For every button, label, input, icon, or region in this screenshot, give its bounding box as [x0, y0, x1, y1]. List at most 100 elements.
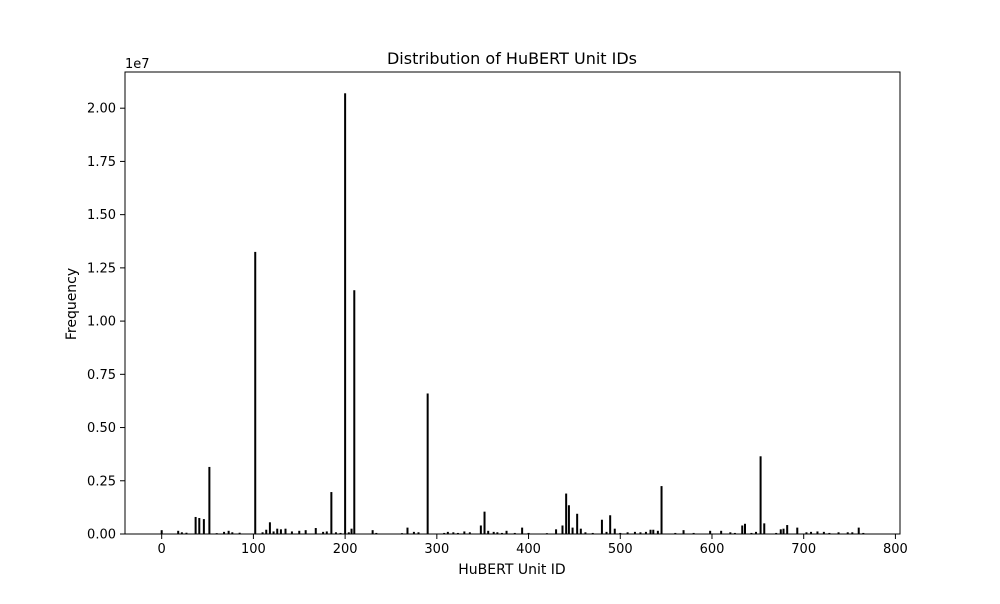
bar: [584, 532, 587, 534]
y-tick-label: 0.75: [87, 368, 116, 383]
bar: [350, 528, 353, 534]
bar: [479, 525, 482, 534]
x-tick-label: 0: [158, 542, 166, 557]
bar: [290, 531, 293, 534]
bar: [231, 532, 234, 534]
bar: [576, 513, 579, 534]
bar: [656, 530, 659, 534]
bar: [862, 532, 865, 534]
bar: [456, 532, 459, 534]
bar: [334, 532, 337, 534]
bar: [325, 531, 328, 534]
x-tick-label: 100: [241, 542, 266, 557]
bar: [649, 529, 652, 534]
bar: [238, 532, 241, 534]
bar: [284, 528, 287, 534]
y-tick-label: 1.50: [87, 208, 116, 223]
bar: [837, 532, 840, 534]
bar: [276, 528, 279, 534]
bar: [613, 528, 616, 534]
bar: [571, 527, 574, 534]
bar: [639, 532, 642, 534]
bar: [619, 532, 622, 534]
bar: [194, 516, 197, 534]
bar: [272, 531, 275, 534]
bar: [709, 530, 712, 534]
bar: [779, 529, 782, 534]
bar: [330, 492, 333, 534]
bar: [682, 530, 685, 534]
bar: [644, 531, 647, 534]
bar: [521, 527, 524, 534]
bar: [733, 532, 736, 534]
bar: [763, 523, 766, 534]
bar: [314, 528, 317, 534]
bar: [796, 527, 799, 534]
x-tick-label: 500: [608, 542, 633, 557]
bar: [452, 532, 455, 534]
bar: [412, 531, 415, 534]
bar: [265, 529, 268, 534]
y-tick-label: 2.00: [87, 102, 116, 117]
bar: [500, 532, 503, 534]
bar: [180, 532, 183, 534]
bar: [609, 515, 612, 534]
bar: [591, 532, 594, 534]
bar: [371, 530, 374, 534]
y-axis-scale-label: 1e7: [125, 57, 150, 72]
bar: [652, 529, 655, 534]
bar: [846, 532, 849, 534]
bar: [443, 532, 446, 534]
bar: [692, 532, 695, 534]
bar: [741, 525, 744, 534]
bar: [254, 251, 257, 534]
y-tick-label: 0.00: [87, 528, 116, 543]
bar: [810, 531, 813, 534]
bar: [304, 530, 307, 534]
x-tick-label: 600: [700, 542, 725, 557]
bar: [555, 529, 558, 534]
bar: [344, 93, 347, 535]
bar: [579, 528, 582, 534]
bar: [600, 519, 603, 534]
bar: [160, 530, 163, 534]
bar: [720, 530, 723, 534]
bar: [822, 531, 825, 534]
bar: [505, 530, 508, 534]
y-tick-label: 0.50: [87, 421, 116, 436]
x-tick-label: 700: [791, 542, 816, 557]
bar: [786, 525, 789, 534]
bar: [279, 529, 282, 534]
bar: [816, 531, 819, 534]
bar: [426, 393, 429, 534]
plot-frame: [124, 71, 901, 535]
bar: [759, 456, 762, 534]
bar: [185, 532, 188, 534]
bar: [208, 466, 211, 534]
y-tick-label: 0.25: [87, 474, 116, 489]
bar: [755, 531, 758, 534]
bar: [626, 532, 629, 534]
bar: [750, 532, 753, 534]
bar: [775, 532, 778, 534]
bar: [805, 532, 808, 534]
bar: [339, 532, 342, 534]
bar: [561, 525, 564, 534]
bar: [527, 532, 530, 534]
bar: [463, 531, 466, 534]
bar: [605, 531, 608, 534]
bars-layer: [160, 93, 865, 535]
bar: [298, 530, 301, 534]
bar: [674, 532, 677, 534]
y-tick-label: 1.00: [87, 315, 116, 330]
bar: [483, 511, 486, 534]
bar: [851, 532, 854, 534]
bar: [446, 531, 449, 534]
bar: [729, 532, 732, 534]
bar: [261, 532, 264, 534]
bar: [223, 531, 226, 534]
bar: [347, 532, 350, 534]
y-axis-ticks: 0.00 0.25 0.50 0.75 1.00 1.25 1.50 1.75 2.00: [87, 102, 125, 543]
bar: [322, 531, 325, 534]
